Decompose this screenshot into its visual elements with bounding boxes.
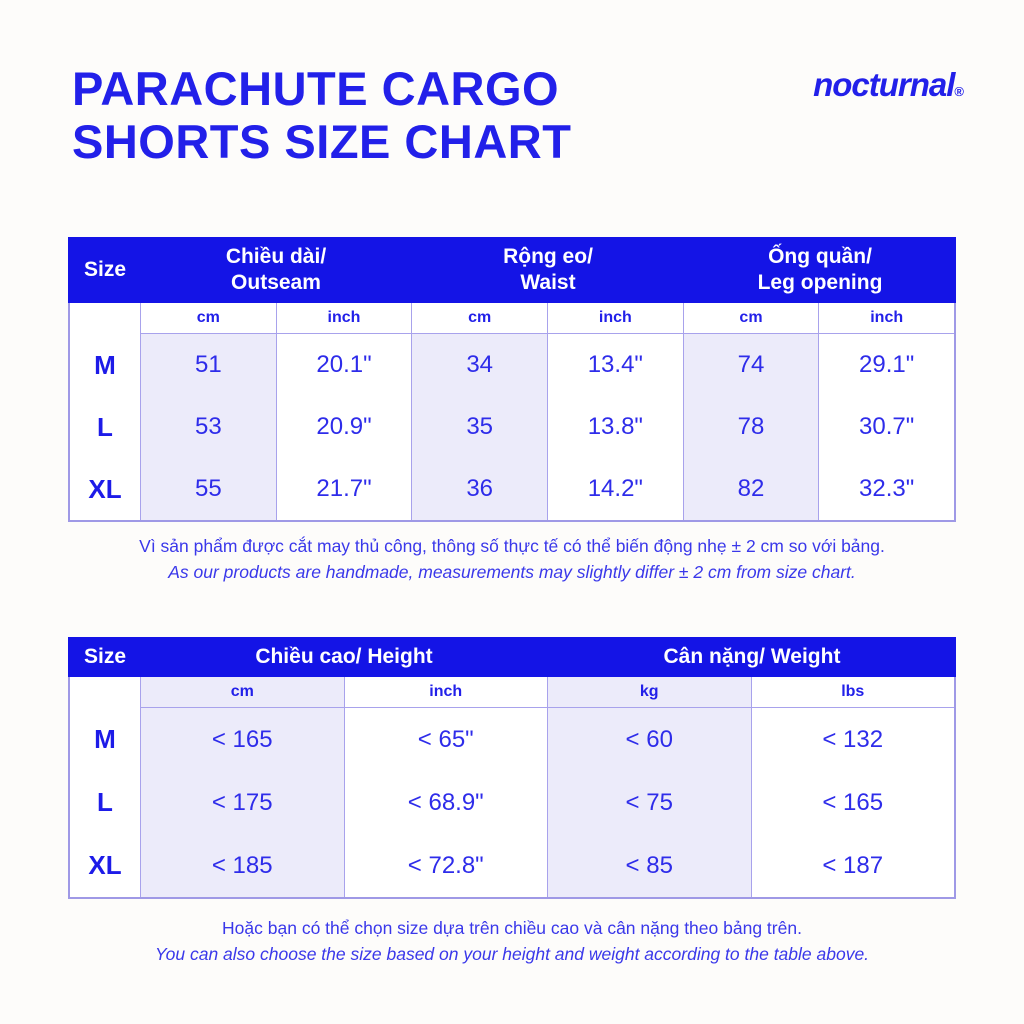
table-cell: 53 — [140, 396, 276, 458]
shorts-table-header: Size Chiều dài/ Outseam Rộng eo/ Waist Ố… — [68, 237, 956, 303]
subheader-unit: inch — [275, 303, 412, 334]
subheader-unit: cm — [682, 303, 819, 334]
registered-trademark-icon: ® — [954, 84, 964, 99]
table-cell: 51 — [140, 334, 276, 396]
body-table-header: Size Chiều cao/ Height Cân nặng/ Weight — [68, 637, 956, 677]
row-size-label: M — [94, 724, 116, 754]
brand-logo-text: nocturnal — [813, 66, 955, 103]
table-cell: < 132 — [750, 708, 955, 771]
table-cell: 13.4" — [547, 334, 683, 396]
shorts-table-body: cm inch cm inch cm inch M 51 20.1" 34 13… — [68, 303, 956, 522]
table-cell: < 165 — [750, 771, 955, 834]
subheader-unit: kg — [547, 677, 751, 708]
table-cell: < 187 — [750, 834, 955, 897]
size-selection-note-en: You can also choose the size based on yo… — [154, 944, 870, 964]
table-cell: 13.8" — [547, 396, 683, 458]
table-cell: < 60 — [547, 708, 751, 771]
subheader-unit: cm — [140, 677, 344, 708]
header-leg-opening: Ống quần/ Leg opening — [757, 245, 883, 294]
table-cell: < 75 — [547, 771, 751, 834]
table-cell: 35 — [411, 396, 547, 458]
row-size-label: XL — [88, 850, 122, 880]
brand-logo: nocturnal® — [813, 66, 964, 104]
header-size: Size — [84, 258, 127, 281]
tolerance-note-en: As our products are handmade, measuremen… — [168, 562, 856, 582]
header-waist: Rộng eo/ Waist — [503, 245, 593, 294]
body-table-body: cm inch kg lbs M < 165 < 65" < 60 < 132 … — [68, 677, 956, 899]
table-cell: 36 — [411, 458, 547, 520]
table-cell: 55 — [140, 458, 276, 520]
size-selection-note-vi: Hoặc bạn có thể chọn size dựa trên chiều… — [222, 918, 802, 938]
table-cell: < 65" — [343, 708, 548, 771]
subheader-unit: cm — [140, 303, 276, 334]
table-cell: 82 — [682, 458, 819, 520]
subheader-unit: inch — [818, 303, 954, 334]
shorts-measurement-table: Size Chiều dài/ Outseam Rộng eo/ Waist Ố… — [68, 237, 956, 522]
size-selection-note: Hoặc bạn có thể chọn size dựa trên chiều… — [0, 915, 1024, 967]
header-size: Size — [84, 645, 127, 668]
tolerance-note: Vì sản phẩm được cắt may thủ công, thông… — [0, 533, 1024, 585]
table-cell: 78 — [682, 396, 819, 458]
row-size-label: L — [97, 411, 113, 442]
tolerance-note-vi: Vì sản phẩm được cắt may thủ công, thông… — [139, 536, 885, 556]
table-cell: < 185 — [140, 834, 344, 897]
table-cell: 32.3" — [818, 458, 954, 520]
table-cell: 30.7" — [818, 396, 954, 458]
subheader-unit: inch — [343, 677, 547, 708]
table-cell: 34 — [411, 334, 547, 396]
table-cell: < 165 — [140, 708, 344, 771]
row-size-label: L — [97, 787, 113, 817]
subheader-unit: lbs — [750, 677, 954, 708]
table-cell: 14.2" — [547, 458, 683, 520]
header-weight: Cân nặng/ Weight — [663, 645, 841, 668]
table-cell: 74 — [682, 334, 819, 396]
page-title: PARACHUTE CARGO SHORTS SIZE CHART — [72, 62, 572, 168]
table-cell: < 72.8" — [343, 834, 548, 897]
header-outseam: Chiều dài/ Outseam — [225, 245, 327, 294]
subheader-unit: inch — [547, 303, 683, 334]
table-cell: 21.7" — [275, 458, 412, 520]
subheader-unit: cm — [411, 303, 547, 334]
table-cell: < 68.9" — [343, 771, 548, 834]
body-size-table: Size Chiều cao/ Height Cân nặng/ Weight … — [68, 637, 956, 899]
table-cell: < 85 — [547, 834, 751, 897]
table-cell: 20.1" — [275, 334, 412, 396]
row-size-label: XL — [88, 473, 122, 504]
subheader-spacer — [70, 677, 140, 708]
row-size-label: M — [94, 349, 116, 380]
subheader-spacer — [70, 303, 140, 334]
table-cell: 20.9" — [275, 396, 412, 458]
table-cell: 29.1" — [818, 334, 954, 396]
table-cell: < 175 — [140, 771, 344, 834]
header-height: Chiều cao/ Height — [255, 645, 433, 668]
